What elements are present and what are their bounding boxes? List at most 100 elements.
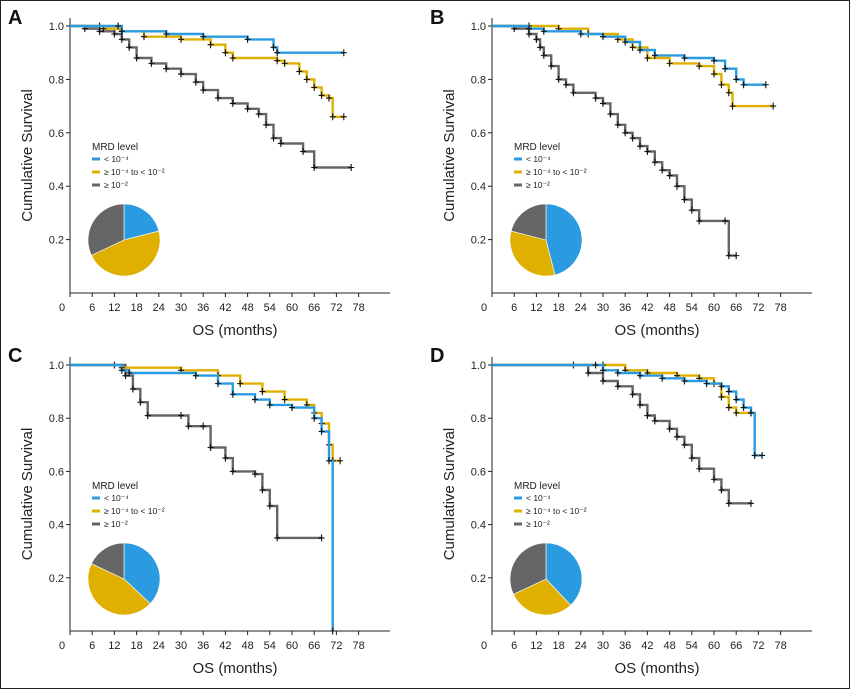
x-axis-label: OS (months) — [614, 322, 699, 339]
censor-mark — [770, 102, 777, 110]
censor-mark — [133, 54, 140, 62]
censor-mark — [329, 627, 336, 635]
censor-mark — [733, 75, 740, 83]
pie-slice — [510, 203, 547, 241]
censor-mark — [229, 467, 236, 475]
censor-mark — [762, 81, 769, 89]
panel-letter: B — [430, 7, 444, 29]
panel-letter: A — [8, 7, 22, 29]
panel-c: C 0 6 12 18 24 30 36 42 48 54 60 66 72 78 0.2 0.4 0.6 0.8 1… — [8, 345, 390, 677]
x-tick-label: 60 — [708, 302, 720, 314]
censor-mark — [555, 75, 562, 83]
x-tick-label: 6 — [511, 640, 517, 652]
x-tick-label: 30 — [597, 640, 609, 652]
censor-mark — [263, 121, 270, 129]
pie-slice — [513, 578, 572, 616]
pie-slice — [123, 542, 161, 605]
censor-mark — [718, 486, 725, 494]
censor-mark — [718, 382, 725, 390]
x-tick-label: 60 — [286, 302, 298, 314]
x-tick-label: 72 — [752, 302, 764, 314]
censor-mark — [696, 62, 703, 70]
x-tick-label: 78 — [774, 640, 786, 652]
censor-mark — [600, 33, 606, 41]
x-tick-label: 30 — [175, 302, 187, 314]
panel-letter: D — [430, 345, 444, 367]
y-tick-label: 0.4 — [49, 181, 64, 193]
censor-mark — [270, 134, 277, 142]
legend-entry: ≥ 10⁻⁴ to < 10⁻² — [104, 167, 165, 177]
y-tick-label: 0.2 — [49, 573, 64, 585]
x-tick-label: 42 — [641, 640, 653, 652]
x-tick-label: 66 — [308, 640, 320, 652]
censor-mark — [281, 396, 288, 404]
x-tick-label: 66 — [730, 640, 742, 652]
y-tick-label: 0.6 — [49, 466, 64, 478]
x-tick-label: 18 — [552, 302, 564, 314]
censor-mark — [311, 414, 318, 422]
censor-mark — [718, 81, 725, 89]
censor-mark — [255, 110, 262, 118]
panel-d: D 0 6 12 18 24 30 36 42 48 54 60 66 72 78 0.2 0.4 0.6 0.8 1… — [430, 345, 812, 677]
x-tick-label: 12 — [108, 302, 120, 314]
censor-mark — [118, 366, 125, 374]
x-axis-label: OS (months) — [614, 660, 699, 677]
x-tick-label: 30 — [175, 640, 187, 652]
x-tick-label: 12 — [530, 640, 542, 652]
censor-mark — [118, 27, 125, 35]
x-tick-label: 24 — [575, 302, 587, 314]
censor-mark — [729, 102, 736, 110]
panel-a: A 0 6 12 18 24 30 36 42 48 54 60 66 72 78 0.2 0.4 0.6 0.8 1… — [8, 7, 390, 339]
y-tick-label: 0.6 — [471, 128, 486, 140]
censor-mark — [266, 502, 273, 510]
censor-mark — [252, 396, 258, 404]
x-tick-label: 0 — [59, 302, 65, 314]
y-tick-label: 0.4 — [471, 520, 486, 532]
censor-mark — [629, 390, 636, 398]
censor-mark — [688, 454, 695, 462]
x-tick-label: 66 — [730, 302, 742, 314]
censor-mark — [111, 30, 118, 38]
x-tick-label: 54 — [264, 640, 276, 652]
censor-mark — [614, 382, 621, 390]
censor-mark — [570, 89, 577, 97]
legend-entry: ≥ 10⁻² — [526, 180, 550, 190]
censor-mark — [722, 65, 729, 73]
censor-mark — [300, 147, 307, 155]
censor-mark — [163, 65, 170, 73]
x-tick-label: 0 — [59, 640, 65, 652]
censor-mark — [733, 396, 740, 404]
censor-mark — [674, 182, 680, 190]
censor-mark — [681, 54, 688, 62]
legend-entry: ≥ 10⁻⁴ to < 10⁻² — [526, 167, 587, 177]
censor-mark — [215, 380, 221, 388]
x-axis-label: OS (months) — [192, 322, 277, 339]
x-tick-label: 6 — [511, 302, 517, 314]
censor-mark — [548, 62, 555, 70]
censor-mark — [137, 398, 144, 406]
censor-mark — [725, 89, 732, 97]
censor-mark — [178, 412, 184, 420]
censor-mark — [237, 380, 244, 388]
censor-mark — [751, 451, 758, 459]
censor-mark — [740, 81, 747, 89]
censor-mark — [274, 49, 281, 57]
y-axis-label: Cumulative Survival — [19, 428, 36, 561]
x-tick-label: 6 — [89, 302, 95, 314]
censor-mark — [740, 404, 747, 412]
censor-mark — [222, 454, 229, 462]
censor-mark — [326, 457, 332, 465]
censor-mark — [711, 475, 717, 483]
censor-mark — [637, 46, 643, 54]
x-tick-label: 36 — [619, 302, 631, 314]
censor-mark — [337, 457, 344, 465]
x-tick-label: 78 — [352, 640, 364, 652]
pie-slice — [87, 563, 151, 616]
y-tick-label: 1.0 — [471, 360, 486, 372]
y-tick-label: 0.2 — [471, 573, 486, 585]
censor-mark — [318, 91, 325, 99]
censor-mark — [607, 110, 614, 118]
censor-mark — [622, 129, 629, 137]
censor-mark — [207, 443, 214, 451]
